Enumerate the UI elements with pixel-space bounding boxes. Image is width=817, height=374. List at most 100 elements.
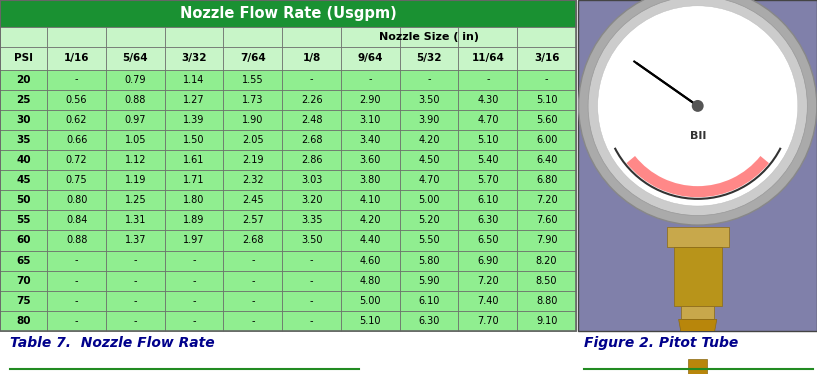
FancyBboxPatch shape	[165, 90, 224, 110]
Text: -: -	[545, 74, 548, 85]
Text: 1.12: 1.12	[125, 155, 146, 165]
Text: 0.72: 0.72	[66, 155, 87, 165]
FancyBboxPatch shape	[106, 150, 165, 170]
Text: 70: 70	[16, 276, 31, 286]
Text: 80: 80	[16, 316, 31, 326]
Text: 2.57: 2.57	[242, 215, 264, 226]
Text: 0.88: 0.88	[125, 95, 146, 105]
FancyBboxPatch shape	[0, 291, 47, 311]
Text: -: -	[310, 276, 314, 286]
FancyBboxPatch shape	[47, 190, 106, 210]
Text: Nozzle Size ( in): Nozzle Size ( in)	[379, 32, 479, 42]
Text: 1.25: 1.25	[124, 195, 146, 205]
FancyBboxPatch shape	[282, 230, 341, 251]
FancyBboxPatch shape	[400, 70, 458, 90]
FancyBboxPatch shape	[458, 130, 517, 150]
Text: 6.00: 6.00	[536, 135, 557, 145]
FancyBboxPatch shape	[400, 210, 458, 230]
FancyBboxPatch shape	[688, 359, 708, 374]
Text: -: -	[310, 255, 314, 266]
Text: 5.10: 5.10	[477, 135, 498, 145]
Text: 1.19: 1.19	[125, 175, 146, 185]
Text: 3/32: 3/32	[181, 53, 207, 63]
Text: 40: 40	[16, 155, 31, 165]
FancyBboxPatch shape	[106, 291, 165, 311]
FancyBboxPatch shape	[224, 70, 282, 90]
FancyBboxPatch shape	[282, 210, 341, 230]
Text: 1.39: 1.39	[184, 115, 205, 125]
FancyBboxPatch shape	[400, 130, 458, 150]
FancyBboxPatch shape	[224, 47, 282, 70]
FancyBboxPatch shape	[0, 190, 47, 210]
FancyBboxPatch shape	[400, 90, 458, 110]
Text: 3/16: 3/16	[534, 53, 560, 63]
FancyBboxPatch shape	[517, 150, 576, 170]
FancyBboxPatch shape	[106, 230, 165, 251]
Text: 0.80: 0.80	[66, 195, 87, 205]
FancyBboxPatch shape	[47, 230, 106, 251]
Text: -: -	[75, 255, 78, 266]
Text: 45: 45	[16, 175, 31, 185]
Text: 0.75: 0.75	[66, 175, 87, 185]
FancyBboxPatch shape	[224, 90, 282, 110]
FancyBboxPatch shape	[224, 291, 282, 311]
Text: 11/64: 11/64	[471, 53, 504, 63]
Text: 1.37: 1.37	[125, 236, 146, 245]
Text: -: -	[427, 74, 431, 85]
FancyBboxPatch shape	[165, 251, 224, 271]
FancyBboxPatch shape	[47, 110, 106, 130]
FancyBboxPatch shape	[341, 27, 400, 47]
FancyBboxPatch shape	[341, 70, 400, 90]
Text: 4.40: 4.40	[359, 236, 381, 245]
Text: 3.03: 3.03	[301, 175, 322, 185]
FancyBboxPatch shape	[0, 210, 47, 230]
FancyBboxPatch shape	[400, 47, 458, 70]
Text: 2.86: 2.86	[301, 155, 323, 165]
FancyBboxPatch shape	[341, 110, 400, 130]
Text: 8.50: 8.50	[536, 276, 557, 286]
FancyBboxPatch shape	[458, 27, 517, 47]
Text: 6.50: 6.50	[477, 236, 498, 245]
Text: -: -	[310, 296, 314, 306]
FancyBboxPatch shape	[106, 70, 165, 90]
Text: Nozzle Flow Rate (Usgpm): Nozzle Flow Rate (Usgpm)	[180, 6, 396, 21]
Text: 6.90: 6.90	[477, 255, 498, 266]
FancyBboxPatch shape	[282, 170, 341, 190]
Text: 5.10: 5.10	[359, 316, 381, 326]
FancyBboxPatch shape	[400, 251, 458, 271]
FancyBboxPatch shape	[224, 110, 282, 130]
Text: PSI: PSI	[14, 53, 33, 63]
FancyBboxPatch shape	[458, 230, 517, 251]
Text: 5/32: 5/32	[417, 53, 442, 63]
FancyBboxPatch shape	[341, 130, 400, 150]
FancyBboxPatch shape	[400, 190, 458, 210]
Text: -: -	[192, 316, 196, 326]
FancyBboxPatch shape	[517, 210, 576, 230]
FancyBboxPatch shape	[458, 251, 517, 271]
Text: 35: 35	[16, 135, 31, 145]
Ellipse shape	[692, 100, 703, 112]
FancyBboxPatch shape	[341, 190, 400, 210]
Text: 4.80: 4.80	[359, 276, 381, 286]
FancyBboxPatch shape	[165, 170, 224, 190]
FancyBboxPatch shape	[106, 110, 165, 130]
FancyBboxPatch shape	[47, 271, 106, 291]
FancyBboxPatch shape	[341, 170, 400, 190]
Text: -: -	[75, 296, 78, 306]
FancyBboxPatch shape	[165, 190, 224, 210]
Text: 5.80: 5.80	[418, 255, 440, 266]
FancyBboxPatch shape	[458, 70, 517, 90]
FancyBboxPatch shape	[224, 210, 282, 230]
Text: 55: 55	[16, 215, 31, 226]
FancyBboxPatch shape	[517, 90, 576, 110]
FancyBboxPatch shape	[106, 251, 165, 271]
Text: 2.45: 2.45	[242, 195, 264, 205]
FancyBboxPatch shape	[400, 291, 458, 311]
Text: 1.05: 1.05	[125, 135, 146, 145]
Text: 1.90: 1.90	[242, 115, 264, 125]
FancyBboxPatch shape	[224, 230, 282, 251]
Text: 9.10: 9.10	[536, 316, 557, 326]
FancyBboxPatch shape	[165, 27, 224, 47]
FancyBboxPatch shape	[282, 190, 341, 210]
FancyBboxPatch shape	[165, 271, 224, 291]
